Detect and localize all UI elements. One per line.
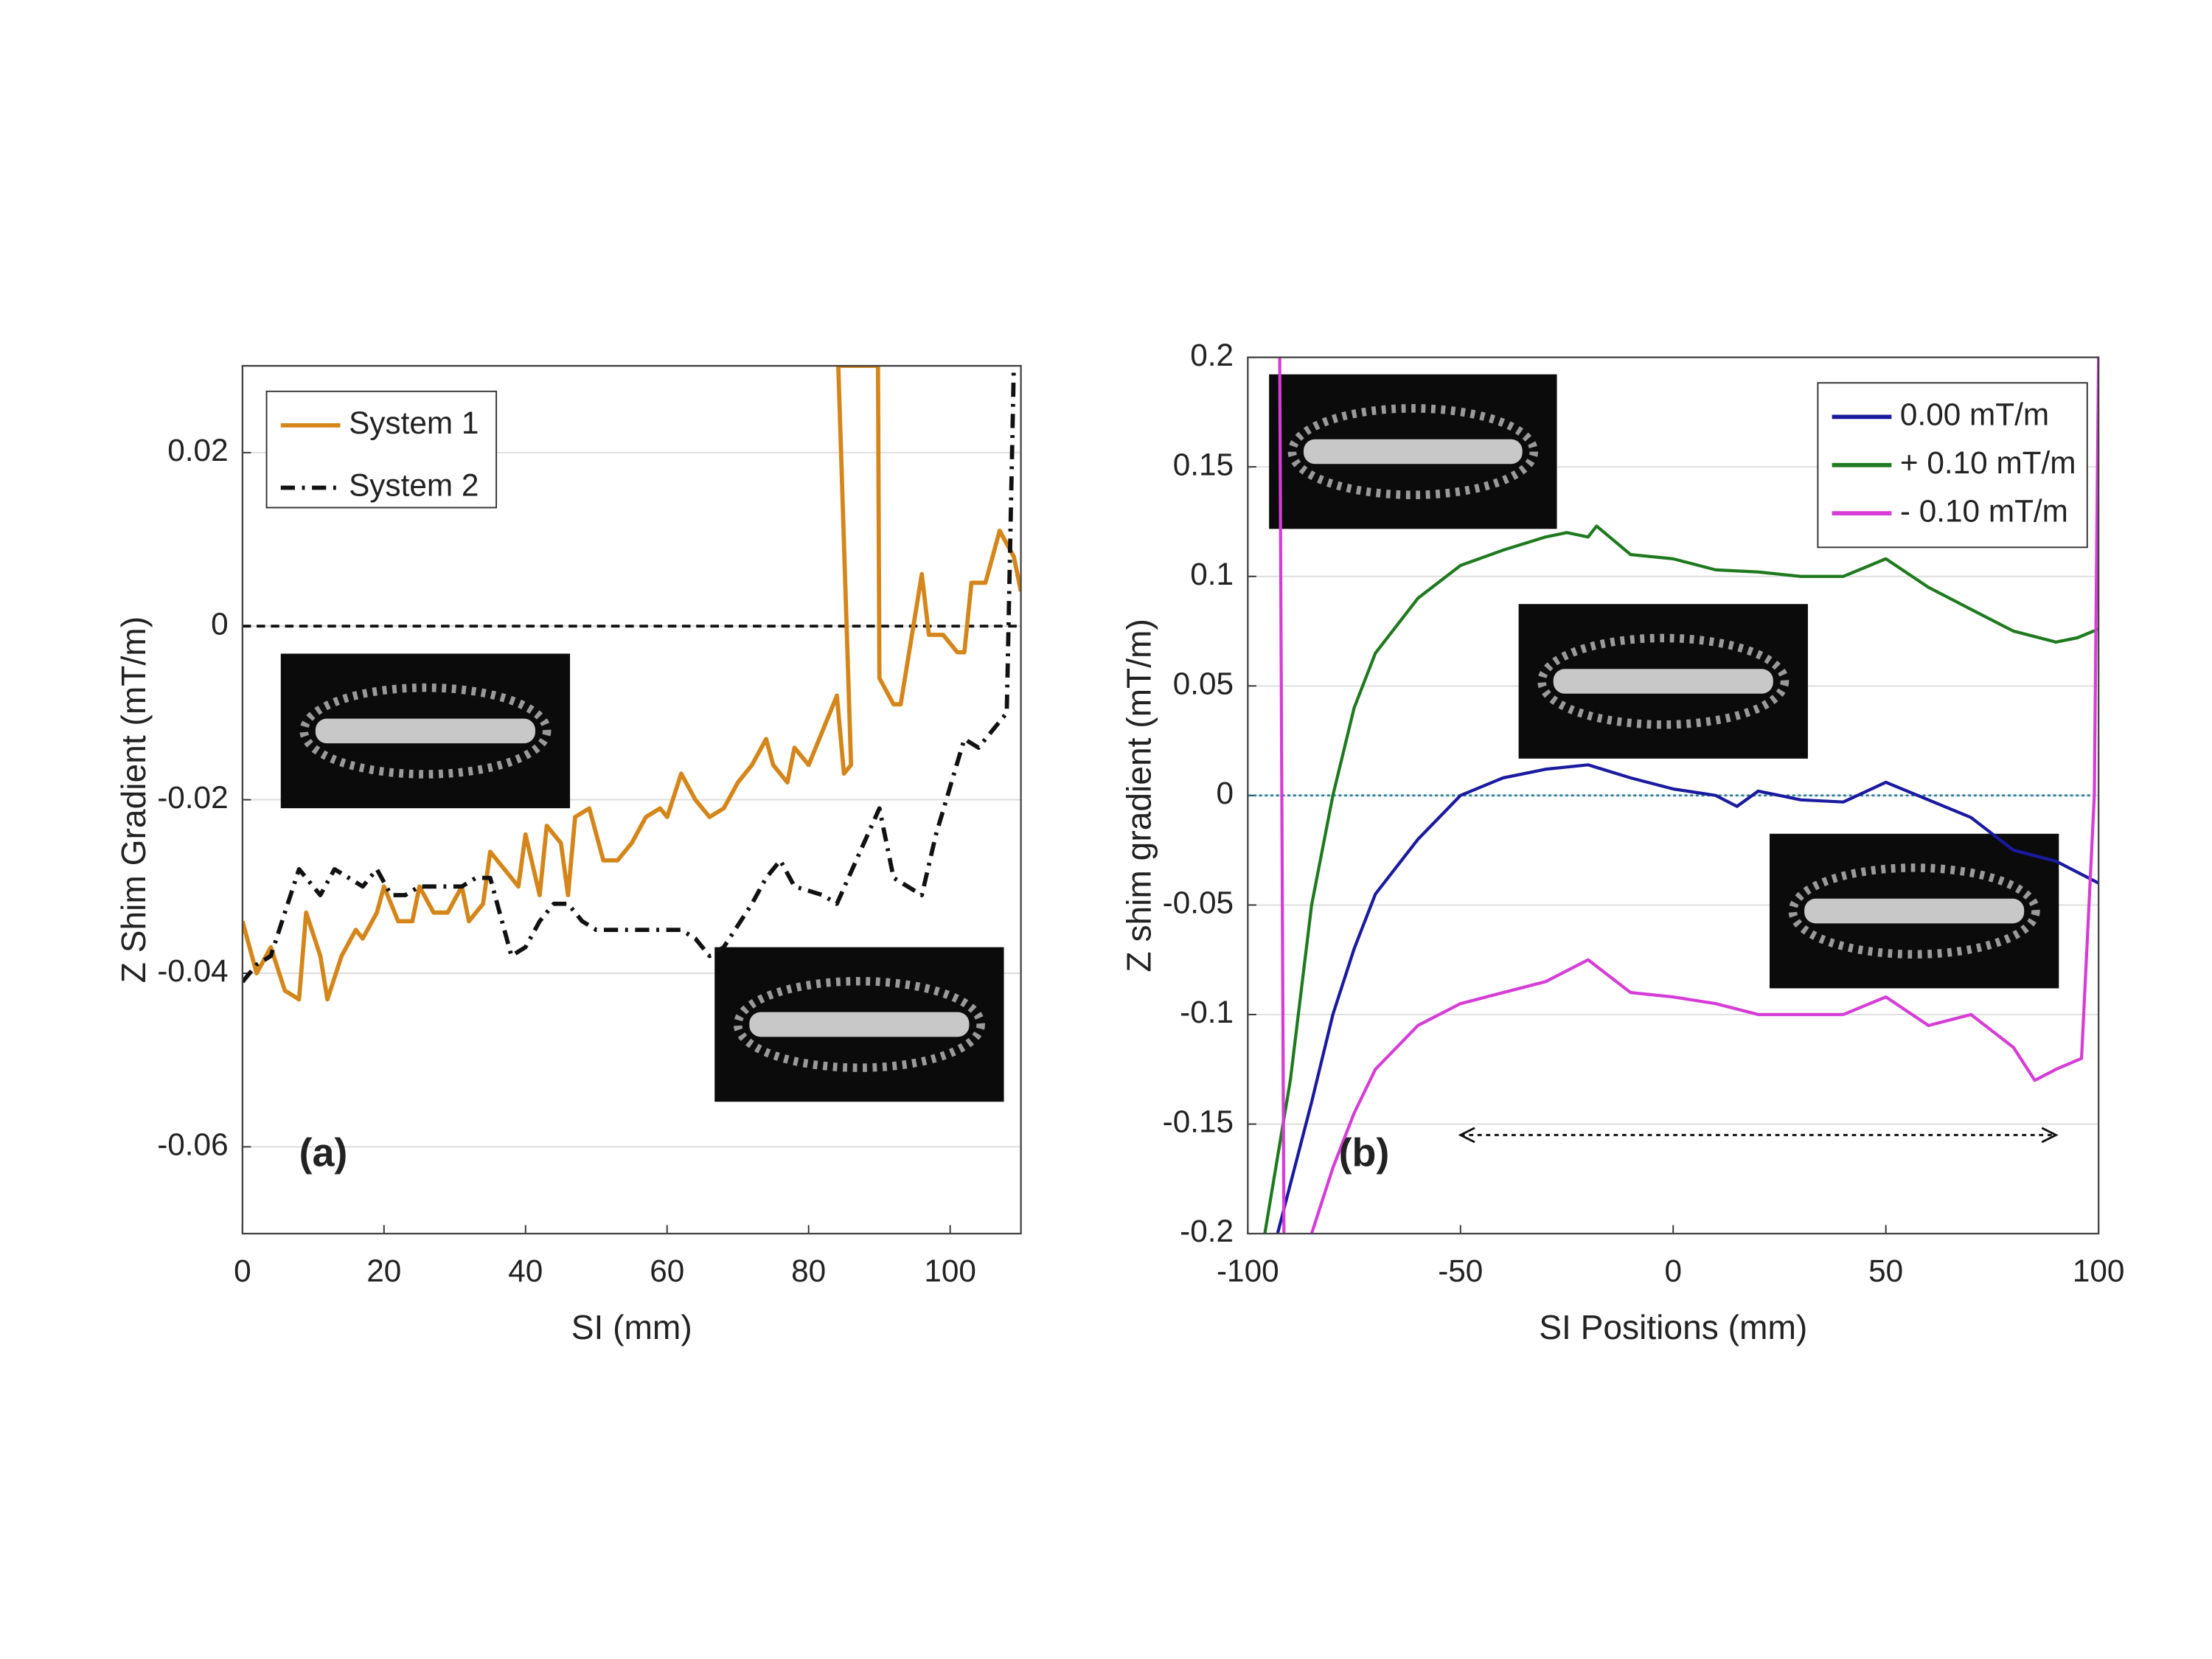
y-tick-label: 0 <box>1217 776 1234 810</box>
series-line <box>1263 524 2099 1234</box>
series-line <box>242 366 1021 1002</box>
y-tick-label: -0.06 <box>157 1127 228 1162</box>
inset-image <box>299 683 552 779</box>
panel-label: (b) <box>1339 1131 1390 1175</box>
plot-frame <box>1247 356 2100 1235</box>
arrow-head <box>1458 1127 1475 1144</box>
series-line <box>1276 763 2099 1234</box>
y-tick-label: -0.02 <box>157 780 228 815</box>
y-axis-label: Z Shim Gradient (mT/m) <box>114 616 153 983</box>
y-tick-label: 0.05 <box>1173 666 1234 700</box>
legend-label: 0.00 mT/m <box>1900 397 2049 432</box>
x-tick-label: 0 <box>234 1253 251 1288</box>
inset-image <box>749 1012 970 1037</box>
y-tick-label: -0.04 <box>157 953 228 988</box>
y-axis-label: Z shim gradient (mT/m) <box>1119 619 1158 972</box>
y-tick-label: 0.2 <box>1190 338 1234 372</box>
inset-image <box>1304 439 1523 465</box>
x-tick-label: 100 <box>2073 1253 2125 1288</box>
y-tick-label: 0 <box>211 606 229 641</box>
arrow-head <box>2041 1127 2059 1144</box>
series-line <box>1278 357 2099 1234</box>
inset-image <box>1788 863 2040 959</box>
y-tick-label: -0.15 <box>1163 1105 1234 1139</box>
x-tick-label: 40 <box>508 1253 543 1288</box>
y-tick-label: 0.15 <box>1173 447 1234 481</box>
inset-image <box>1537 633 1790 729</box>
x-axis-label: SI Positions (mm) <box>1539 1308 1807 1346</box>
x-axis-label: SI (mm) <box>571 1308 692 1346</box>
x-tick-label: 80 <box>791 1253 826 1288</box>
x-tick-label: 0 <box>1664 1253 1682 1288</box>
series-line <box>242 366 1016 984</box>
plot-frame <box>241 365 1022 1235</box>
x-tick-label: -50 <box>1438 1253 1483 1288</box>
inset-image <box>1553 669 1773 694</box>
y-tick-label: 0.1 <box>1190 557 1234 591</box>
x-tick-label: 60 <box>650 1253 684 1288</box>
x-tick-label: 50 <box>1868 1253 1903 1288</box>
inset-image <box>1287 404 1539 499</box>
legend-label: System 2 <box>349 468 479 503</box>
panel-label: (a) <box>299 1131 348 1175</box>
plot-area <box>242 366 1021 1002</box>
inset-image <box>1804 898 2025 924</box>
y-tick-label: -0.1 <box>1180 995 1234 1029</box>
legend-label: + 0.10 mT/m <box>1900 445 2076 480</box>
x-tick-label: 20 <box>366 1253 401 1288</box>
plot-area <box>1263 357 2099 1234</box>
y-tick-label: 0.02 <box>167 433 228 467</box>
y-tick-label: -0.05 <box>1163 886 1234 920</box>
y-tick-label: -0.2 <box>1180 1214 1234 1248</box>
legend-label: - 0.10 mT/m <box>1900 493 2068 528</box>
legend-label: System 1 <box>349 406 479 440</box>
inset-image <box>315 718 535 744</box>
x-tick-label: 100 <box>924 1253 976 1288</box>
x-tick-label: -100 <box>1217 1253 1279 1288</box>
inset-image <box>733 976 985 1072</box>
